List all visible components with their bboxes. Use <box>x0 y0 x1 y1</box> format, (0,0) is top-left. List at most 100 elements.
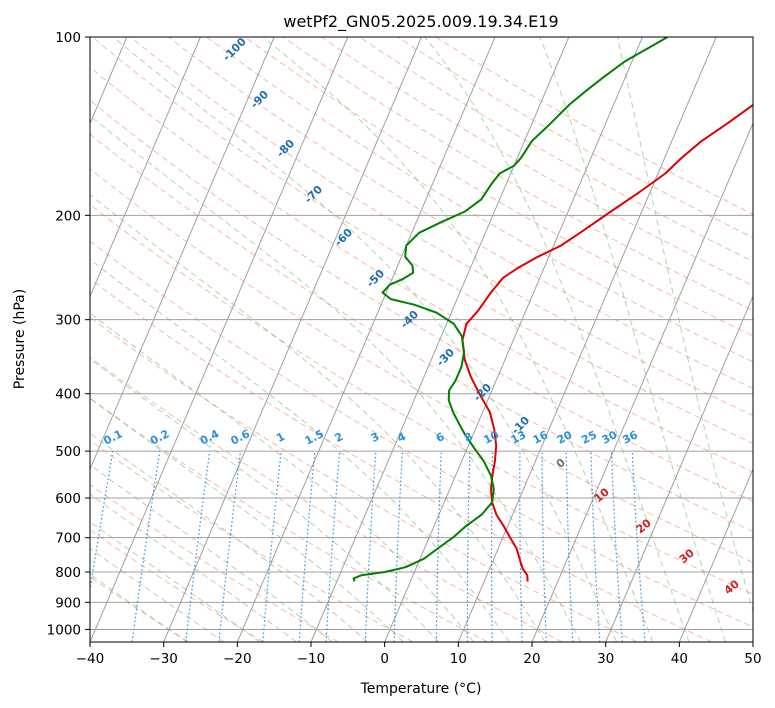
moist-adiabat-line <box>90 258 510 642</box>
mixing-ratio-line <box>131 451 161 642</box>
dry-adiabat-label: -80 <box>274 137 297 160</box>
mixing-ratio-label: 1.5 <box>303 427 326 447</box>
mixing-ratio-label: 20 <box>555 428 575 447</box>
mixing-ratio-label: 0.4 <box>198 427 222 448</box>
moist-adiabat-line <box>90 464 333 642</box>
x-tick-label: −10 <box>297 651 326 667</box>
mixing-ratio-line <box>298 451 316 642</box>
x-tick-label: 30 <box>597 651 614 667</box>
dry-adiabat-line <box>90 356 563 642</box>
mixing-ratio-label: 3 <box>369 430 382 445</box>
dry-adiabat-line <box>91 37 753 445</box>
dry-adiabat-line <box>90 168 753 563</box>
x-tick-label: −40 <box>76 651 105 667</box>
x-tick-label: 50 <box>744 651 761 667</box>
isotherm-line <box>90 37 275 471</box>
mixing-ratio-line <box>590 451 601 642</box>
dry-adiabat-label: -50 <box>364 267 387 290</box>
x-tick-label: 20 <box>523 651 540 667</box>
moist-adiabat-line <box>424 37 690 642</box>
mixing-ratio-line <box>466 451 471 642</box>
dry-adiabat-line <box>90 529 264 642</box>
mixing-ratio-label: 4 <box>395 430 408 445</box>
y-tick-label: 600 <box>55 491 81 507</box>
moist-adiabat-line <box>112 37 618 642</box>
y-tick-label: 400 <box>55 387 81 403</box>
dry-adiabat-label: -60 <box>332 226 355 249</box>
y-tick-label: 800 <box>55 565 81 581</box>
moist-adiabat-label: 40 <box>722 577 742 597</box>
dry-adiabat-line <box>90 576 190 642</box>
mixing-ratio-label: 2 <box>333 430 346 445</box>
pressure-grid <box>90 37 753 630</box>
moist-adiabat-line <box>539 37 727 642</box>
dry-adiabat-line <box>90 483 339 642</box>
isotherm-line <box>384 37 643 642</box>
isotherm-line <box>678 467 753 642</box>
dry-adiabat-line <box>90 203 753 595</box>
y-tick-label: 900 <box>55 595 81 611</box>
mixing-ratio-label: 13 <box>509 428 529 447</box>
sounding-profiles <box>352 37 753 582</box>
plot-frame <box>89 36 754 643</box>
isotherm-line <box>163 37 422 642</box>
y-tick-label: 100 <box>55 30 81 46</box>
y-tick-label: 1000 <box>47 622 81 638</box>
isotherm-line <box>605 295 753 642</box>
dry-adiabat-line <box>130 37 753 417</box>
dry-adiabat-line <box>90 440 414 642</box>
dry-adiabats <box>90 37 753 642</box>
y-tick-label: 700 <box>55 531 81 547</box>
isotherm-line <box>236 37 496 642</box>
dry-adiabat-label: -30 <box>434 346 457 369</box>
dry-adiabat-label: -40 <box>398 308 421 331</box>
mixing-ratio-label: 8 <box>462 430 475 445</box>
y-tick-label: 200 <box>55 208 81 224</box>
moist-adiabat-line <box>616 37 753 614</box>
moist-adiabat-line <box>90 573 188 642</box>
moist-adiabat-line <box>90 432 368 642</box>
dry-adiabat-line <box>90 316 638 642</box>
mixing-ratio-label: 30 <box>600 428 620 447</box>
mixing-ratio-label: 16 <box>531 428 551 447</box>
moist-adiabat-line <box>90 115 582 642</box>
isotherm-line <box>531 122 753 642</box>
temperature-profile <box>461 103 753 582</box>
chart-title: wetPf2_GN05.2025.009.19.34.E19 <box>283 12 558 32</box>
moist-adiabat-label: 30 <box>677 546 697 566</box>
x-tick-label: 40 <box>671 651 688 667</box>
moist-adiabat-line <box>90 397 404 642</box>
mixing-ratio-label: 36 <box>620 428 640 447</box>
dry-adiabat-line <box>282 37 753 312</box>
moist-adiabats <box>90 37 753 642</box>
y-tick-label: 500 <box>55 444 81 460</box>
dry-adiabat-line <box>90 278 712 642</box>
mixing-ratio-line <box>519 451 523 642</box>
x-tick-label: 10 <box>450 651 467 667</box>
dry-adiabat-line <box>90 99 753 502</box>
dry-adiabat-line <box>90 133 753 533</box>
dry-adiabat-line <box>168 37 753 389</box>
axes: −40 −30 −20 −10 0 10 20 30 40 50 1000 900 800 700 600 5… <box>47 30 762 667</box>
mixing-ratio-line <box>631 451 646 642</box>
mixing-ratio-label: 6 <box>434 430 447 445</box>
mixing-ratio-line <box>90 450 114 594</box>
dry-adiabat-line <box>90 397 488 642</box>
moist-adiabat-label: 10 <box>592 485 612 505</box>
mixing-ratio-line <box>262 451 282 642</box>
isotherm-line <box>90 37 349 642</box>
moist-adiabat-line <box>90 521 261 642</box>
dewpoint-profile <box>352 37 669 582</box>
isotherm-line <box>90 37 201 298</box>
dry-adiabat-line <box>244 37 753 337</box>
isotherm-line <box>752 640 753 642</box>
isotherm-line <box>457 37 717 642</box>
mixing-ratio-line <box>218 451 242 642</box>
dry-adiabat-label: -100 <box>220 35 249 64</box>
moist-adiabat-line <box>90 493 297 642</box>
mixing-ratio-line <box>610 451 623 642</box>
x-tick-label: −30 <box>149 651 178 667</box>
mixing-ratio-label: 10 <box>481 428 501 447</box>
mixing-ratio-label: 0.2 <box>148 427 171 447</box>
